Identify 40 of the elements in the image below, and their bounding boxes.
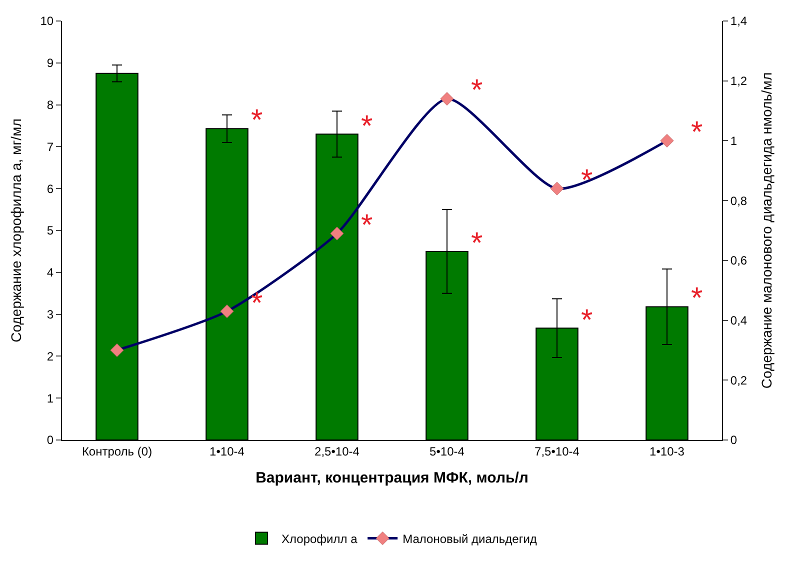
legend-label: Малоновый диальдегид — [402, 532, 537, 546]
x-tick-label: 2,5•10-4 — [314, 444, 360, 458]
x-axis-title: Вариант, концентрация МФК, моль/л — [256, 469, 528, 486]
y-axis-title: Содержание хлорофилла а, мг/мл — [8, 118, 24, 342]
annotation: * — [361, 110, 373, 143]
x-tick-label: 1•10-3 — [650, 444, 685, 458]
legend-label: Хлорофилл а — [282, 532, 358, 546]
y2-tick-label: 0,6 — [730, 254, 748, 268]
annotation: * — [691, 282, 703, 315]
y2-axis-title: Содержание малонового диальдегида нмоль/мл — [758, 72, 775, 389]
y-tick-label: 3 — [46, 308, 54, 322]
y2-tick-label: 0 — [730, 433, 738, 448]
y2-tick-label: 0,4 — [730, 313, 748, 328]
y2-tick-label: 0,8 — [730, 194, 748, 208]
y-tick-label: 5 — [46, 224, 54, 238]
y-tick-label: 0 — [46, 433, 54, 448]
annotation: * — [471, 74, 483, 107]
y-tick-label: 10 — [40, 14, 54, 28]
x-tick-label: 1•10-4 — [210, 444, 245, 458]
y2-tick-label: 1,2 — [730, 74, 748, 88]
x-tick-label: 5•10-4 — [430, 444, 465, 458]
y2-tick-label: 1 — [730, 134, 738, 148]
y-tick-label: 8 — [46, 98, 54, 112]
y-tick-label: 9 — [46, 56, 54, 70]
annotation: * — [251, 104, 263, 137]
y-tick-label: 7 — [46, 140, 54, 154]
y2-tick-label: 1,4 — [730, 14, 748, 28]
y2-tick-label: 0,2 — [730, 373, 748, 388]
annotation: * — [471, 227, 483, 260]
y-tick-label: 1 — [46, 391, 54, 406]
annotation: * — [581, 164, 593, 197]
y-tick-label: 4 — [46, 266, 54, 280]
y-tick-label: 6 — [46, 182, 54, 196]
annotation: * — [251, 287, 263, 320]
annotation: * — [691, 116, 703, 149]
x-tick-label: 7,5•10-4 — [534, 444, 580, 458]
annotation: * — [361, 209, 373, 242]
x-tick-label: Контроль (0) — [82, 444, 152, 458]
y-tick-label: 2 — [46, 349, 54, 364]
annotation: * — [581, 304, 593, 337]
